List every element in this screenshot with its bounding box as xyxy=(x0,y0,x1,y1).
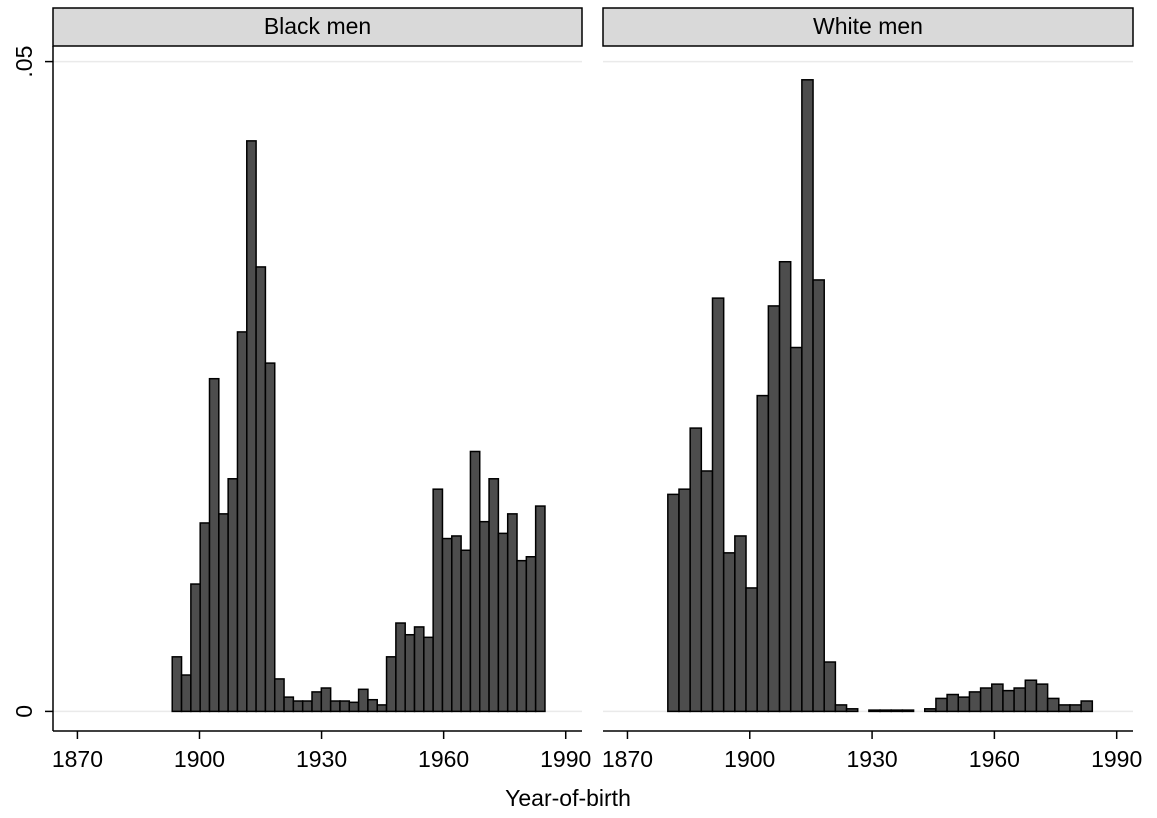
bar xyxy=(801,79,814,713)
bar xyxy=(1013,687,1027,713)
bar xyxy=(506,513,518,713)
bar xyxy=(246,140,257,713)
bar xyxy=(979,687,993,713)
bar xyxy=(534,505,546,713)
bar xyxy=(1002,689,1015,713)
bar xyxy=(767,305,781,713)
x-axis-label: Year-of-birth xyxy=(505,785,631,811)
bar xyxy=(339,700,351,713)
bar xyxy=(469,450,481,713)
bar xyxy=(180,674,192,713)
bar xyxy=(935,697,948,713)
x-tick-label: 1960 xyxy=(969,746,1020,772)
strip xyxy=(602,7,1134,47)
bar xyxy=(451,535,462,713)
y-tick-label: 0 xyxy=(11,705,37,718)
bar xyxy=(208,377,220,713)
bar xyxy=(218,513,229,713)
bar xyxy=(778,260,792,713)
bar xyxy=(789,346,803,713)
bar xyxy=(901,709,915,713)
bar xyxy=(1035,683,1049,713)
bar xyxy=(924,708,937,713)
x-tick-label: 1990 xyxy=(1091,746,1142,772)
bar xyxy=(357,688,369,713)
bar xyxy=(957,696,971,713)
bar xyxy=(756,394,770,713)
bar xyxy=(745,587,758,713)
bar xyxy=(812,279,825,713)
bar xyxy=(460,549,472,713)
bar xyxy=(678,488,691,713)
bar xyxy=(320,687,332,713)
bar xyxy=(1080,700,1094,713)
bar xyxy=(890,709,904,713)
bar xyxy=(1058,704,1071,713)
bar xyxy=(1046,697,1060,713)
x-tick-label: 1900 xyxy=(724,746,775,772)
bar xyxy=(413,626,425,713)
bar xyxy=(301,700,313,713)
bar xyxy=(488,478,500,713)
bar xyxy=(432,488,444,713)
bar xyxy=(823,661,837,713)
bar xyxy=(946,693,960,713)
bar xyxy=(845,708,859,713)
bar xyxy=(478,520,490,713)
bar xyxy=(236,331,248,713)
bar xyxy=(423,636,434,713)
bar xyxy=(1024,679,1038,713)
bar xyxy=(273,678,285,713)
bar xyxy=(734,535,747,713)
bar xyxy=(311,691,323,713)
bar xyxy=(879,709,892,713)
x-tick-label: 1870 xyxy=(52,746,103,772)
panel-title: White men xyxy=(813,13,923,39)
bar xyxy=(367,698,378,713)
x-tick-label: 1870 xyxy=(602,746,653,772)
bar xyxy=(711,297,725,713)
strip xyxy=(52,7,583,47)
bar xyxy=(376,704,388,713)
x-tick-label: 1960 xyxy=(418,746,469,772)
bar xyxy=(199,522,211,713)
bar xyxy=(264,362,276,713)
bar xyxy=(227,478,239,713)
bar xyxy=(395,622,406,713)
bar xyxy=(385,656,397,713)
bar xyxy=(1069,704,1082,713)
bar xyxy=(689,427,703,713)
bar xyxy=(441,537,453,713)
bar xyxy=(722,552,736,713)
bar xyxy=(404,633,416,713)
x-tick-label: 1930 xyxy=(296,746,347,772)
bar xyxy=(171,656,183,713)
bar xyxy=(991,683,1004,713)
x-tick-label: 1930 xyxy=(846,746,897,772)
panel-title: Black men xyxy=(264,13,371,39)
bar xyxy=(283,696,295,713)
bar xyxy=(700,470,714,713)
bar xyxy=(834,704,848,713)
x-tick-label: 1990 xyxy=(540,746,591,772)
bar xyxy=(968,691,982,713)
x-tick-label: 1900 xyxy=(174,746,225,772)
bar xyxy=(292,700,304,713)
bar xyxy=(868,709,881,713)
bar xyxy=(525,556,537,713)
bar xyxy=(667,493,680,713)
bar xyxy=(255,266,267,713)
bar xyxy=(329,700,341,713)
bar xyxy=(190,583,201,713)
y-tick-label: .05 xyxy=(11,46,37,78)
bar xyxy=(348,701,360,713)
bar xyxy=(497,532,509,713)
bar xyxy=(516,559,528,713)
